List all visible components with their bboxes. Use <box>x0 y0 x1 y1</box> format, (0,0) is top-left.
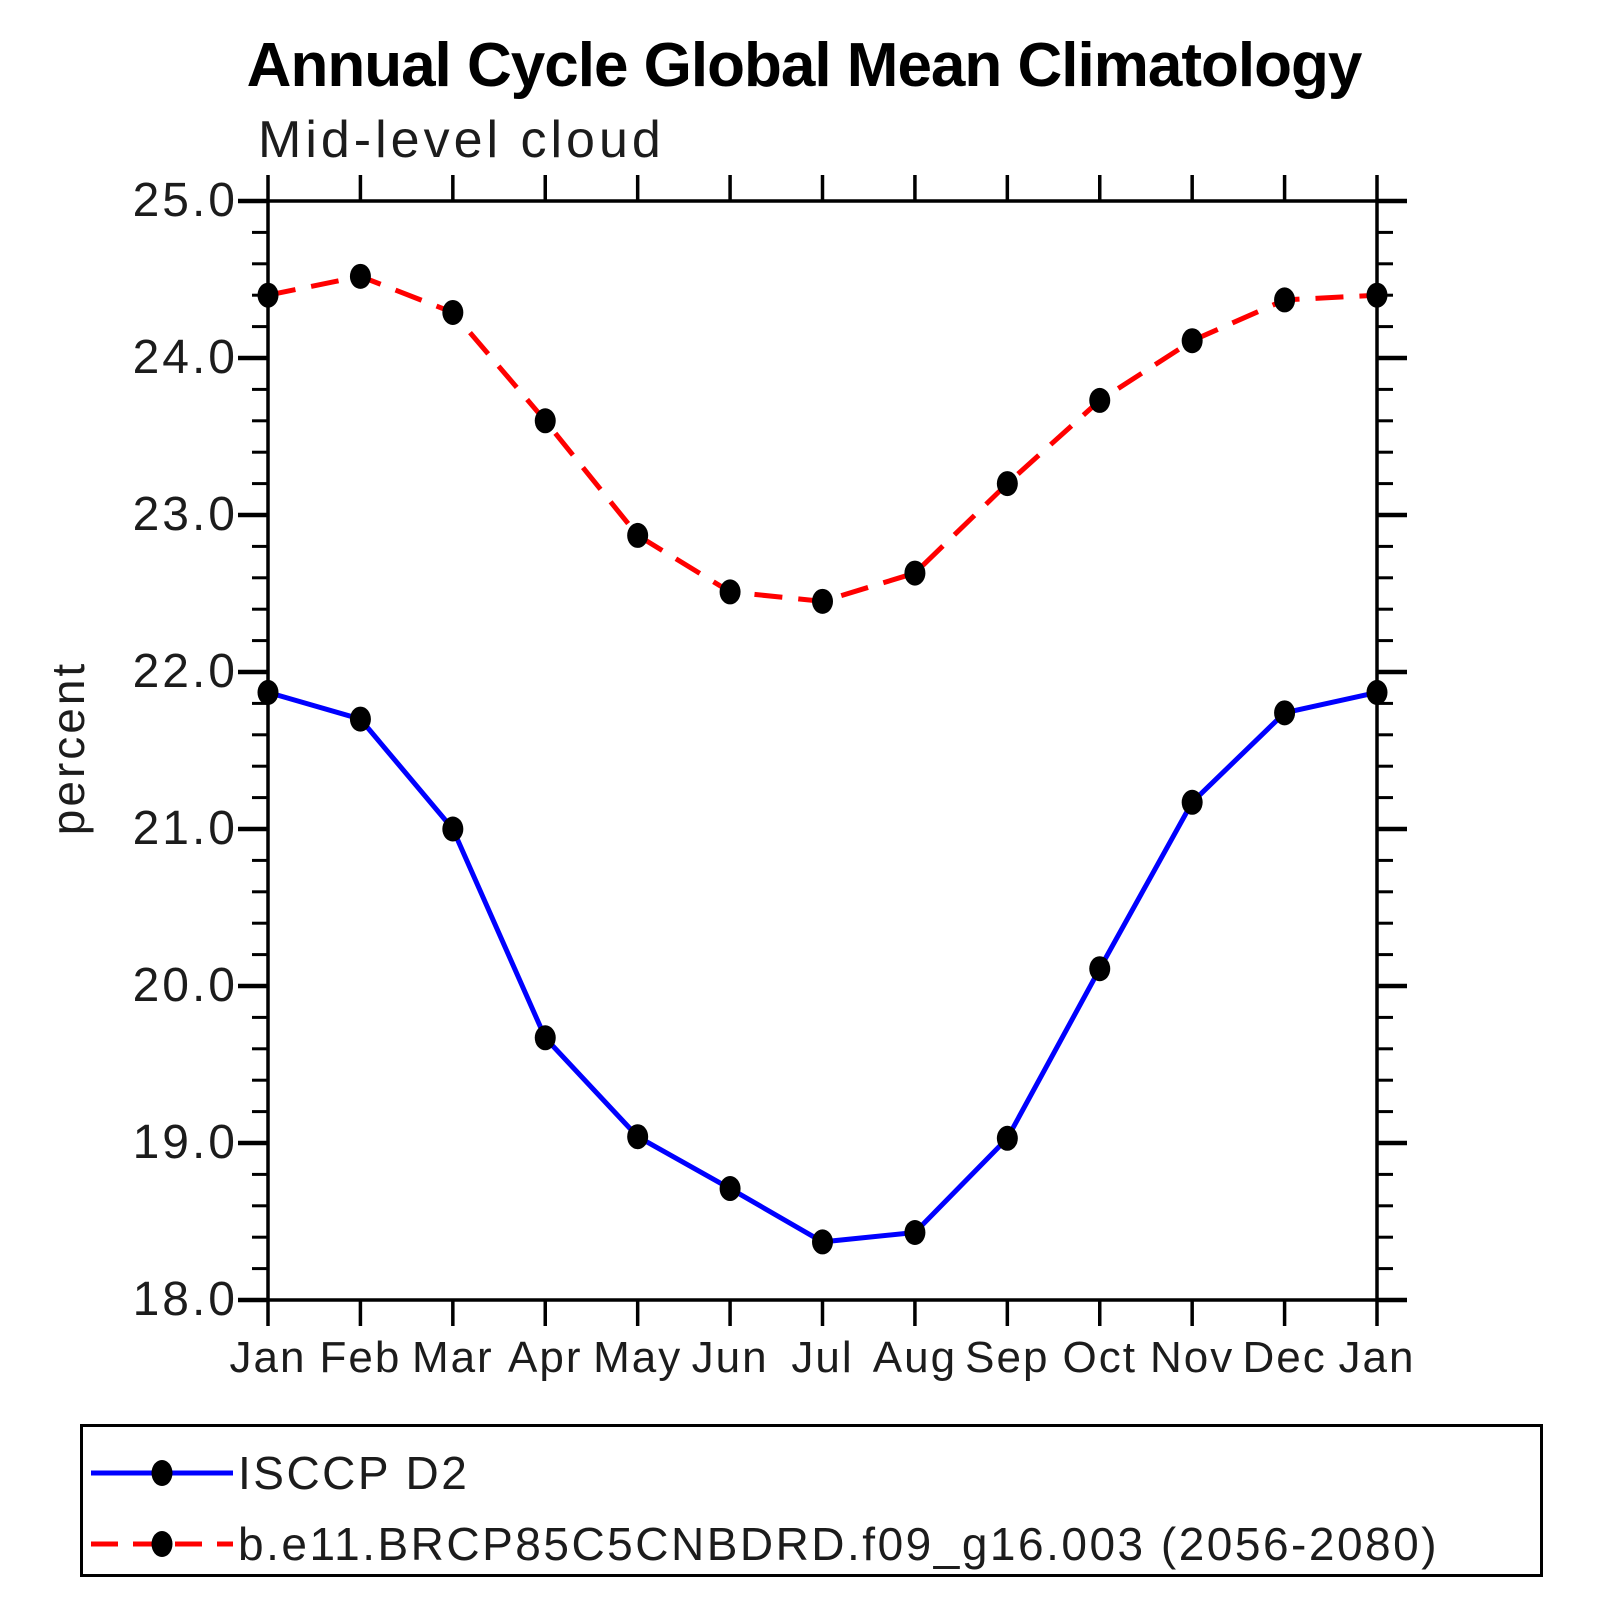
x-tick-label: Nov <box>1150 1333 1235 1382</box>
x-tick-label: Sep <box>965 1333 1050 1382</box>
y-tick-label: 23.0 <box>132 488 238 541</box>
y-tick-label: 24.0 <box>132 331 238 384</box>
y-tick-label: 18.0 <box>132 1273 238 1326</box>
chart-title: Annual Cycle Global Mean Climatology <box>246 31 1363 100</box>
x-tick-label: Aug <box>872 1333 958 1382</box>
x-tick-label: May <box>593 1333 683 1382</box>
x-tick-label: Oct <box>1062 1333 1137 1382</box>
legend-sample-dashed-line <box>91 1531 233 1557</box>
y-tick-label: 22.0 <box>132 645 238 698</box>
legend-box: ISCCP D2 b.e11.BRCP85C5CNBDRD.f09_g16.00… <box>80 1424 1543 1577</box>
y-tick-label: 19.0 <box>132 1116 238 1169</box>
x-tick-label: Feb <box>319 1333 402 1382</box>
legend-item-isccp-d2: ISCCP D2 <box>83 1443 469 1503</box>
x-tick-label: Mar <box>411 1333 494 1382</box>
x-tick-label: Jan <box>229 1333 307 1382</box>
chart-subtitle: Mid-level cloud <box>258 111 665 169</box>
x-tick-label: Dec <box>1242 1333 1327 1382</box>
x-tick-label: Jan <box>1338 1333 1416 1382</box>
legend-sample-solid-line <box>91 1460 233 1486</box>
legend-label: ISCCP D2 <box>238 1447 470 1499</box>
y-tick-label: 25.0 <box>132 174 238 227</box>
legend-label: b.e11.BRCP85C5CNBDRD.f09_g16.003 (2056-2… <box>238 1518 1440 1570</box>
x-tick-label: Jun <box>691 1333 769 1382</box>
x-tick-label: Jul <box>791 1333 854 1382</box>
x-tick-label: Apr <box>508 1333 583 1382</box>
legend-item-model-run: b.e11.BRCP85C5CNBDRD.f09_g16.003 (2056-2… <box>83 1514 1439 1574</box>
y-tick-label: 20.0 <box>132 959 238 1012</box>
y-tick-label: 21.0 <box>132 802 238 855</box>
